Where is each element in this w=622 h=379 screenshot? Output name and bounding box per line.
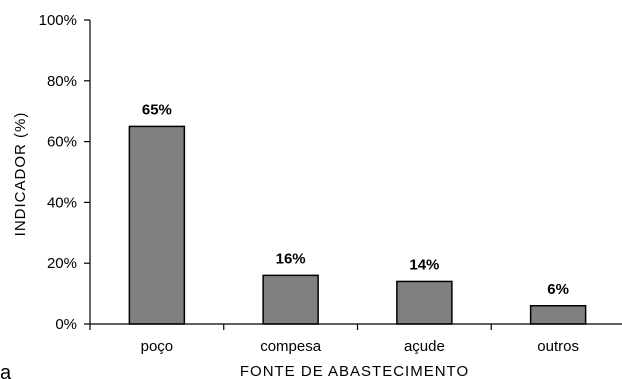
category-label: poço (141, 338, 174, 355)
x-axis-ticks (90, 324, 622, 330)
panel-letter: a (0, 362, 12, 379)
y-axis-tick-labels: 0% 20% 40% 60% 80% 100% (39, 12, 77, 333)
data-label: 65% (142, 101, 172, 118)
bar-0 (129, 126, 184, 324)
y-tick-label: 100% (39, 12, 77, 29)
x-axis-title: FONTE DE ABASTECIMENTO (240, 363, 469, 379)
data-label: 16% (276, 250, 306, 267)
y-tick-label: 60% (47, 134, 77, 151)
bar-3 (531, 306, 586, 324)
category-label: outros (537, 338, 579, 355)
category-label: compesa (260, 338, 322, 355)
category-label: açude (404, 338, 445, 355)
y-axis-ticks (84, 20, 90, 324)
bar-2 (397, 281, 452, 324)
bar-1 (263, 275, 318, 324)
category-labels: poço compesa açude outros (141, 338, 579, 355)
y-axis-title: INDICADOR (%) (12, 112, 29, 237)
data-label: 14% (409, 256, 439, 273)
y-tick-label: 20% (47, 255, 77, 272)
data-label: 6% (547, 281, 569, 298)
y-tick-label: 40% (47, 194, 77, 211)
data-labels: 65% 16% 14% 6% (142, 101, 569, 297)
bars (129, 126, 585, 324)
y-tick-label: 80% (47, 73, 77, 90)
y-tick-label: 0% (55, 316, 77, 333)
